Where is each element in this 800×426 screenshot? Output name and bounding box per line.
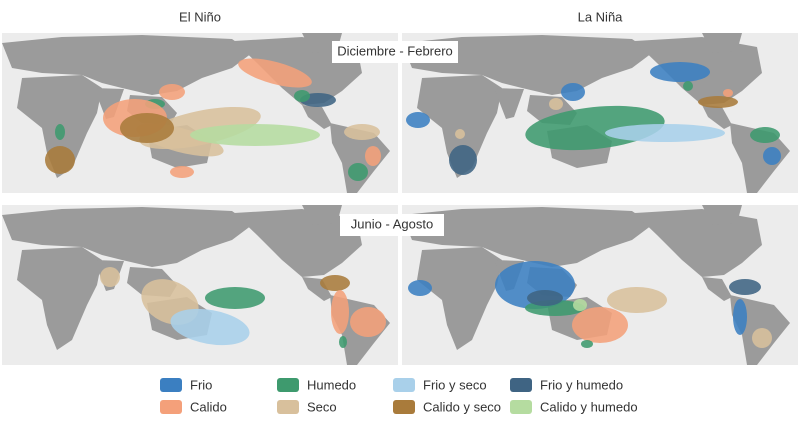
climate-region: [120, 113, 174, 143]
row-label: Diciembre - Febrero: [337, 43, 453, 58]
climate-region: [238, 58, 312, 88]
row-label: Junio - Agosto: [351, 216, 433, 231]
climate-region: [320, 275, 350, 291]
climate-region: [763, 147, 781, 165]
legend-label: Frio: [190, 377, 212, 392]
climate-region: [607, 287, 667, 313]
climate-region: [170, 308, 250, 346]
climate-region: [190, 124, 320, 146]
column-title: El Niño: [179, 9, 221, 24]
climate-region: [733, 299, 747, 335]
climate-region: [605, 124, 725, 142]
column-title: La Niña: [578, 9, 624, 24]
legend-label: Frio y humedo: [540, 377, 623, 392]
climate-region: [723, 89, 733, 97]
climate-region: [449, 145, 477, 175]
legend-swatch: [277, 378, 299, 392]
legend-label: Frio y seco: [423, 377, 487, 392]
legend-label: Calido: [190, 399, 227, 414]
map-panels: [2, 33, 798, 365]
legend-label: Humedo: [307, 377, 356, 392]
climate-region: [348, 163, 368, 181]
climate-region: [581, 340, 593, 348]
climate-region: [650, 62, 710, 82]
legend-swatch: [160, 400, 182, 414]
climate-region: [729, 279, 761, 295]
climate-region: [170, 166, 194, 178]
climate-region: [100, 267, 120, 287]
climate-region: [45, 146, 75, 174]
legend-swatch: [510, 378, 532, 392]
climate-region: [683, 81, 693, 91]
legend-swatch: [393, 400, 415, 414]
climate-region: [408, 280, 432, 296]
climate-region: [365, 146, 381, 166]
legend-swatch: [393, 378, 415, 392]
climate-region: [350, 307, 386, 337]
climate-region: [55, 124, 65, 140]
climate-region: [573, 299, 587, 311]
climate-region: [455, 129, 465, 139]
climate-region: [750, 127, 780, 143]
legend-label: Calido y humedo: [540, 399, 638, 414]
legend-swatch: [160, 378, 182, 392]
climate-region: [406, 112, 430, 128]
climate-region: [572, 307, 628, 343]
climate-region: [294, 90, 310, 102]
climate-region: [205, 287, 265, 309]
climate-region: [561, 83, 585, 101]
legend-swatch: [510, 400, 532, 414]
climate-region: [527, 290, 563, 306]
climate-region: [698, 96, 738, 108]
row-label-box: [332, 41, 458, 63]
climate-region: [159, 84, 185, 100]
climate-region: [549, 98, 563, 110]
legend-label: Calido y seco: [423, 399, 501, 414]
climate-region: [344, 124, 380, 140]
climate-region: [752, 328, 772, 348]
climate-regions: [45, 58, 781, 348]
legend-swatch: [277, 400, 299, 414]
legend-label: Seco: [307, 399, 337, 414]
climate-region: [331, 290, 349, 334]
legend: Frio Calido Humedo Seco Frio y seco Calido y …: [160, 377, 638, 414]
climate-region: [339, 336, 347, 348]
row-label-box: [340, 214, 444, 236]
